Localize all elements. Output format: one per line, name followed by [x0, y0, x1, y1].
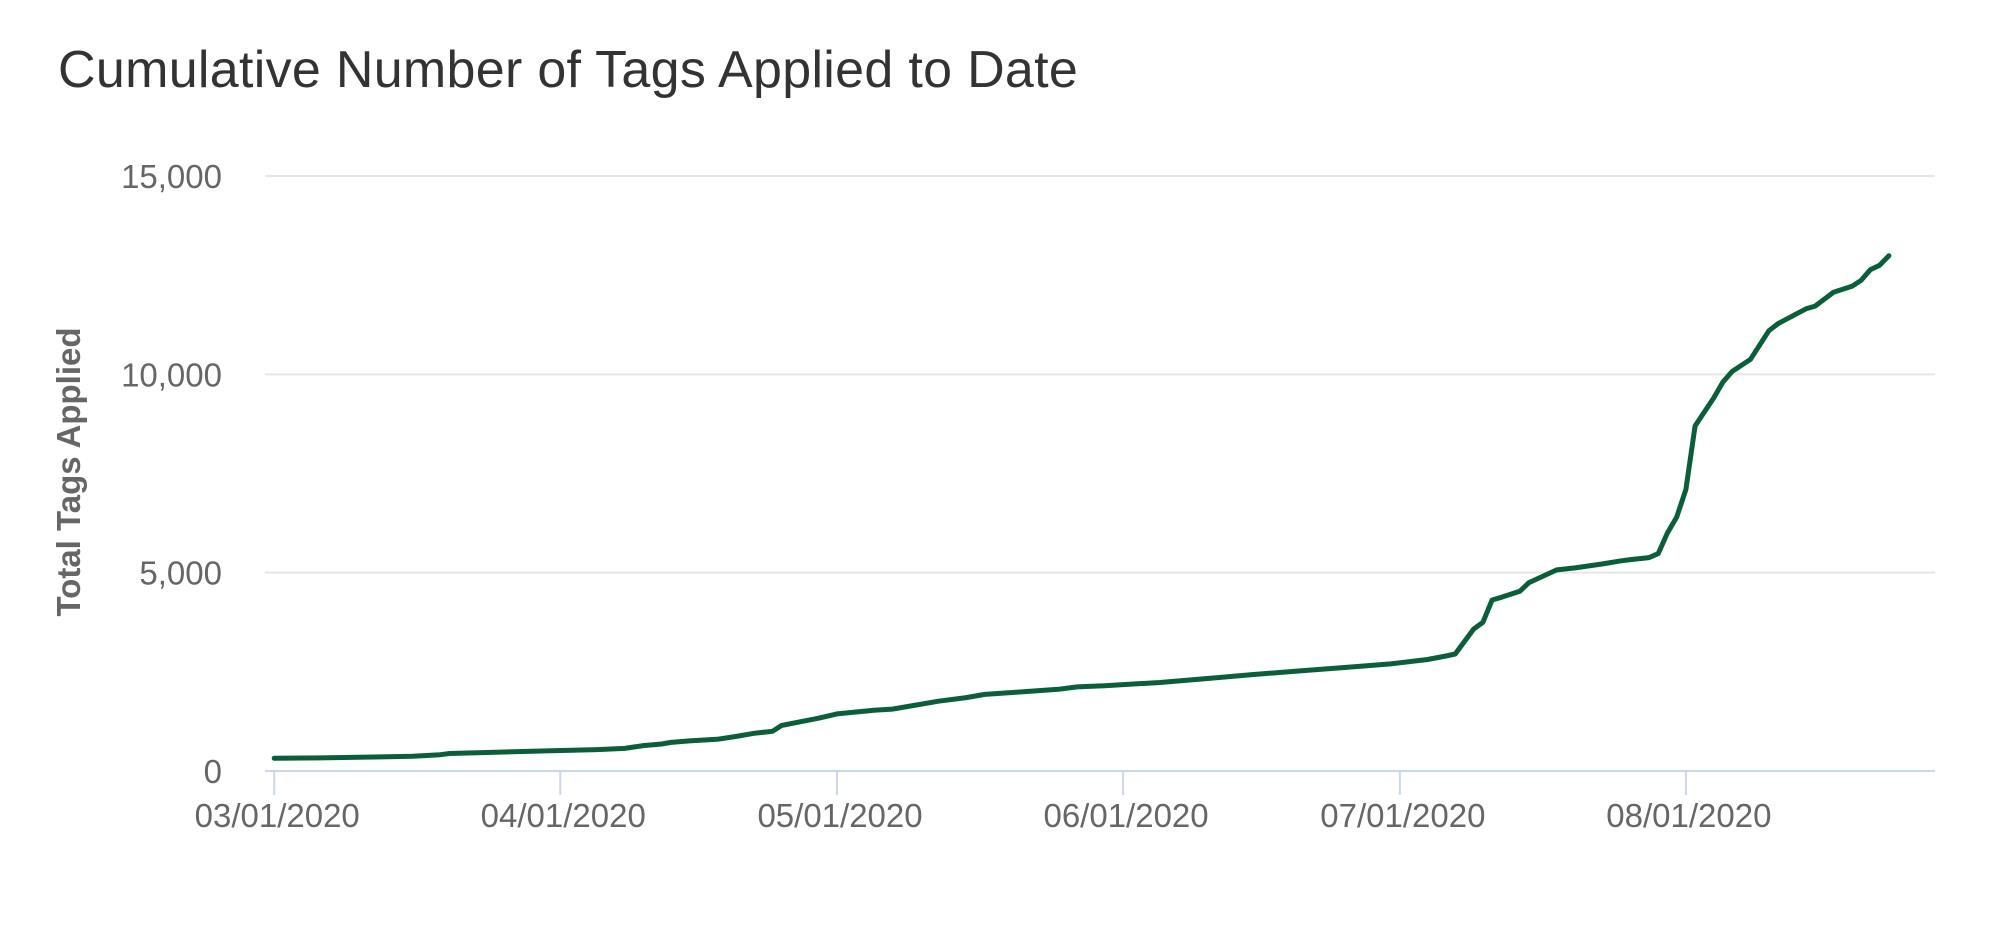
- y-tick-label: 0: [204, 753, 222, 790]
- grid-lines: [265, 175, 1935, 574]
- series-layer: [271, 253, 1892, 761]
- y-tick-label: 10,000: [121, 356, 222, 393]
- chart-title: Cumulative Number of Tags Applied to Dat…: [58, 41, 1079, 99]
- x-tick-label: 05/01/2020: [757, 797, 922, 834]
- x-tick-label: 07/01/2020: [1320, 797, 1485, 834]
- x-axis: 03/01/2020 04/01/2020 05/01/2020 06/01/2020…: [195, 770, 1935, 834]
- y-axis: 0 5,000 10,000 15,000: [121, 158, 222, 790]
- series-line-0: [271, 253, 1892, 761]
- y-axis-title: Total Tags Applied: [50, 327, 87, 616]
- y-tick-label: 5,000: [139, 555, 222, 592]
- x-tick-label: 04/01/2020: [481, 797, 646, 834]
- x-tick-label: 06/01/2020: [1043, 797, 1208, 834]
- y-tick-label: 15,000: [121, 158, 222, 195]
- x-tick-label: 03/01/2020: [195, 797, 360, 834]
- x-tick-label: 08/01/2020: [1606, 797, 1771, 834]
